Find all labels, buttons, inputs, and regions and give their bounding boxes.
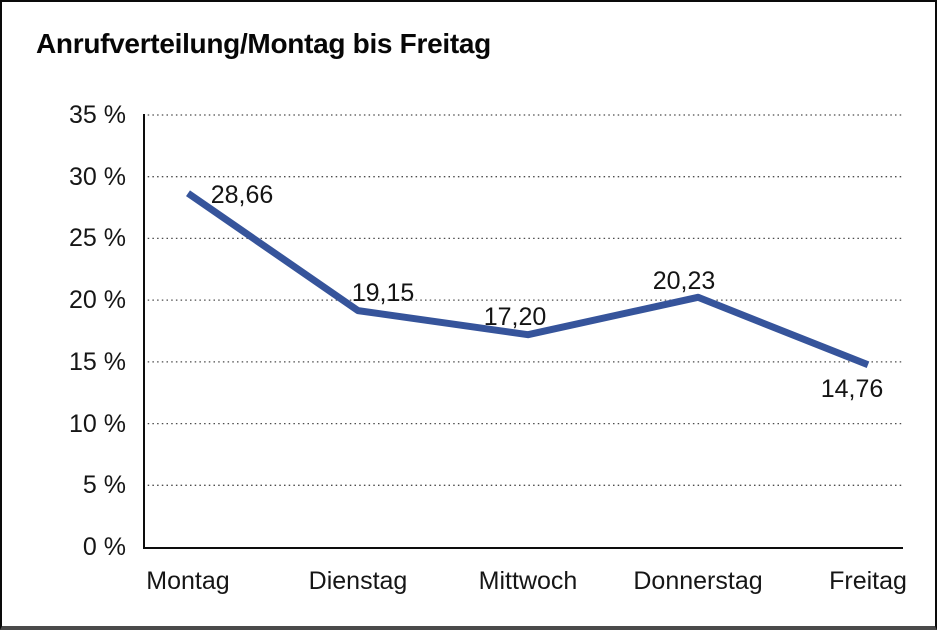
x-category-label: Donnerstag	[633, 567, 763, 595]
y-tick-label: 15 %	[69, 347, 126, 376]
y-tick-label: 0 %	[82, 533, 126, 561]
y-tick-label: 30 %	[69, 162, 126, 191]
x-category-label: Dienstag	[308, 567, 408, 595]
gridlines	[143, 114, 903, 486]
x-category-label: Mittwoch	[478, 567, 578, 595]
data-point-label: 20,23	[652, 267, 716, 296]
y-tick-label: 35 %	[69, 101, 126, 129]
chart-title: Anrufverteilung/Montag bis Freitag	[36, 28, 491, 59]
data-point-label: 19,15	[351, 278, 415, 307]
y-tick-label: 5 %	[82, 471, 126, 500]
y-tick-label: 20 %	[69, 286, 126, 315]
x-category-label: Montag	[146, 567, 230, 595]
data-point-label: 17,20	[483, 302, 547, 331]
y-tick-label: 10 %	[69, 409, 126, 438]
x-category-label: Freitag	[829, 567, 907, 595]
data-point-label: 28,66	[210, 181, 274, 210]
data-point-label: 14,76	[820, 374, 884, 403]
y-tick-label: 25 %	[69, 224, 126, 253]
series-line	[186, 190, 870, 369]
